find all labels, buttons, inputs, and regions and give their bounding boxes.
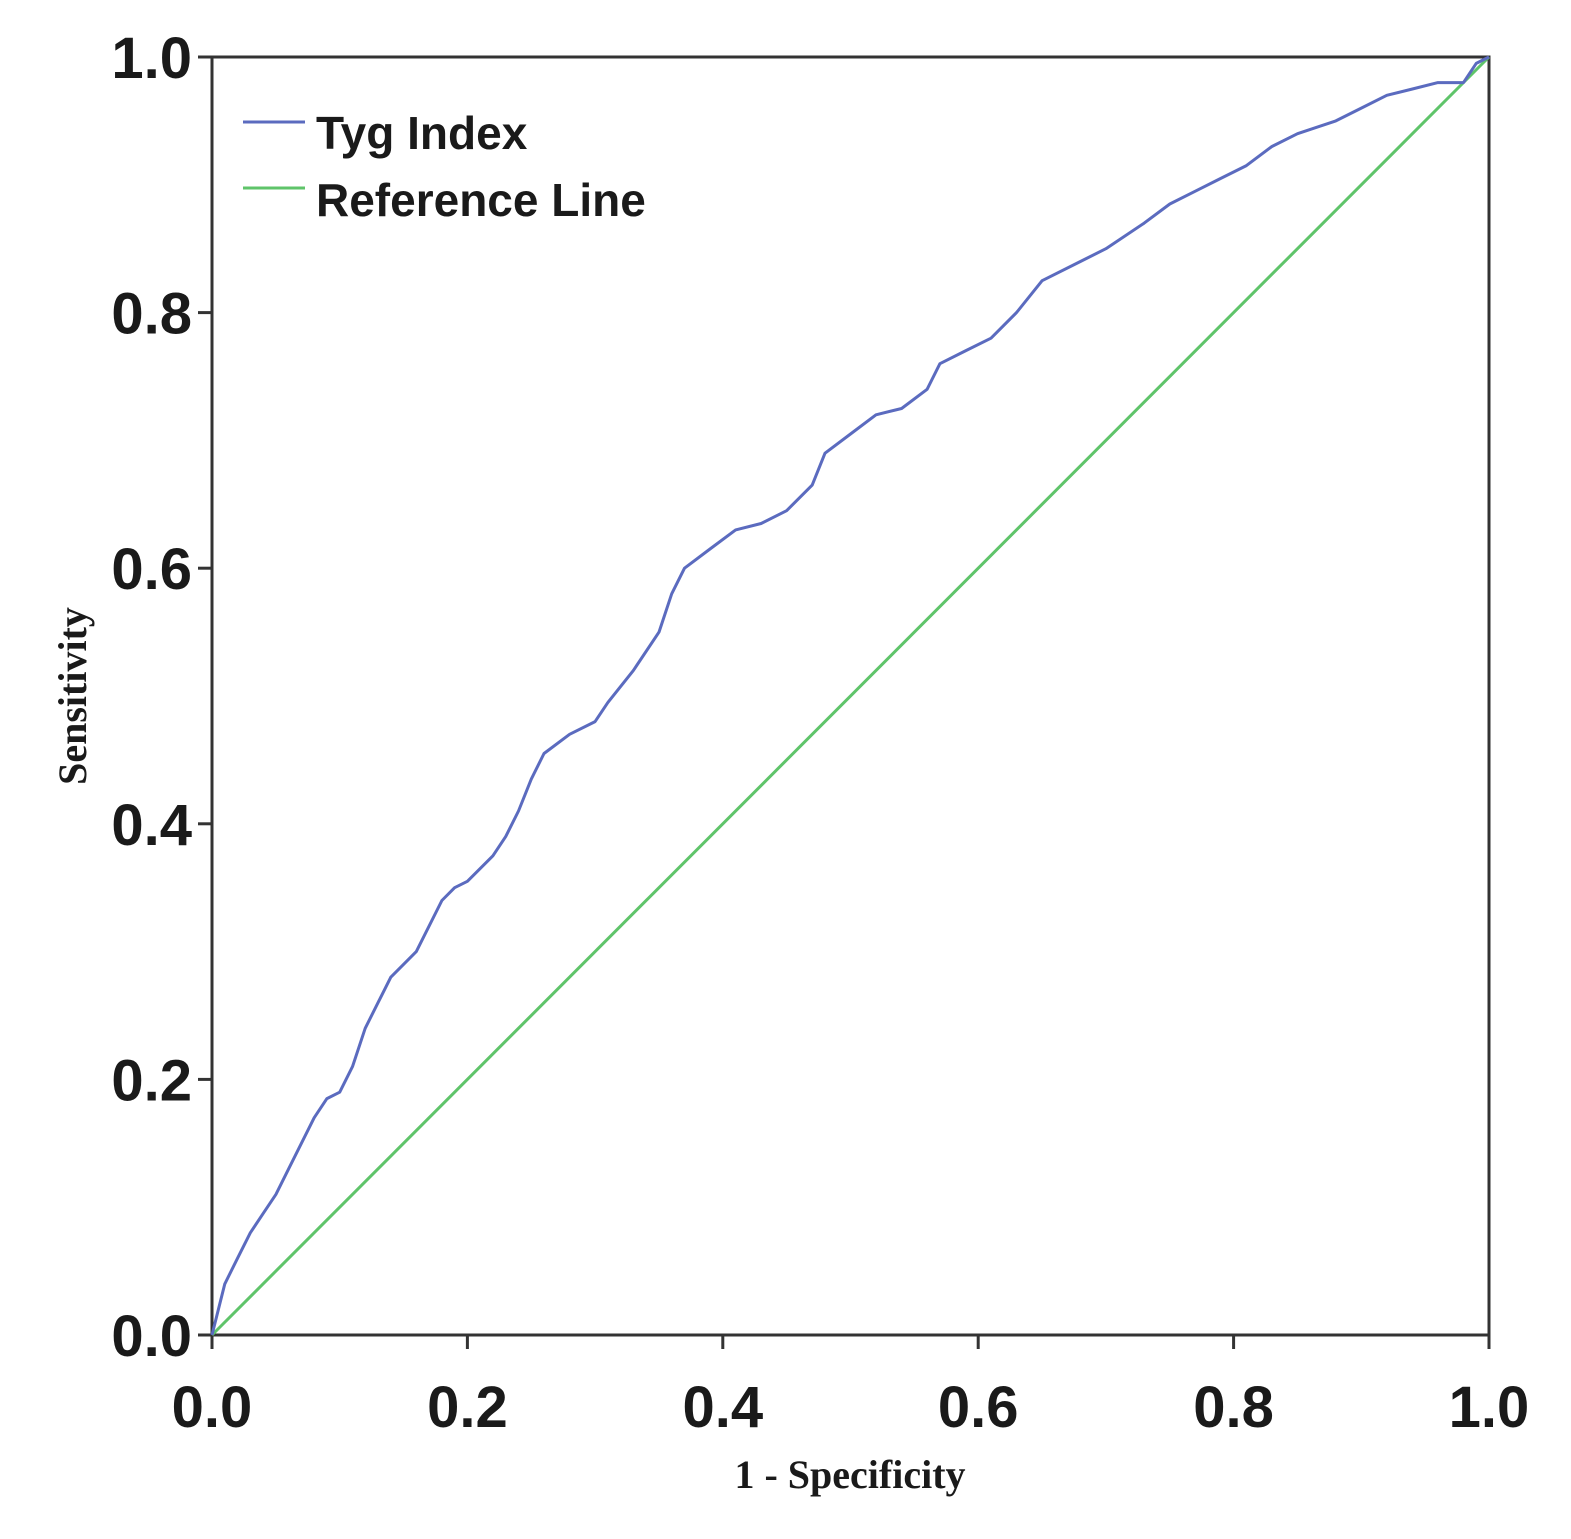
tyg-index-curve [210,55,1490,1336]
y-axis-title: Sensitivity [50,607,95,785]
y-tick-label: 0.8 [111,282,192,347]
x-tick-label: 0.4 [682,1375,763,1440]
y-tick-label: 1.0 [111,26,192,91]
y-tick-label: 0.4 [111,793,192,858]
x-tick-label: 0.8 [1193,1375,1274,1440]
x-tick-label: 0.0 [172,1375,253,1440]
x-tick-label: 0.6 [938,1375,1019,1440]
legend-label-reference-line: Reference Line [316,174,646,226]
legend-label-tyg-index: Tyg Index [316,107,528,159]
x-tick-label: 0.2 [427,1375,508,1440]
tick-labels: 0.0 0.2 0.4 0.6 0.8 1.0 0.0 0.2 0.4 0.6 0.8 1.0 [111,26,1529,1440]
y-tick-label: 0.6 [111,537,192,602]
legend: Tyg Index Reference Line [243,107,646,226]
x-axis-title: 1 - Specificity [734,1452,965,1497]
x-tick-label: 1.0 [1449,1375,1530,1440]
y-tick-label: 0.0 [111,1304,192,1369]
reference-line [210,55,1491,1337]
series-layer [210,55,1491,1337]
axis-ticks [198,55,1491,1349]
y-tick-label: 0.2 [111,1048,192,1113]
